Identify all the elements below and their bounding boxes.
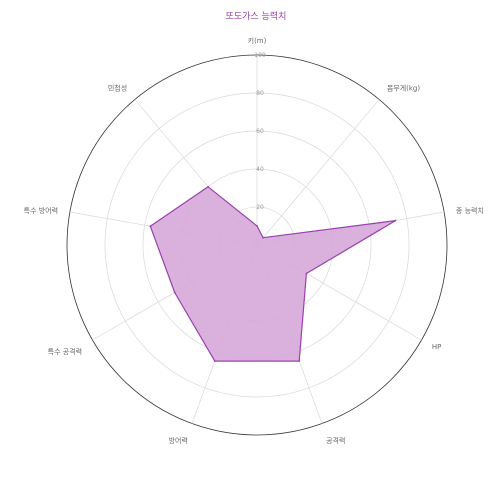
- series-0-point-1: [262, 236, 265, 239]
- axis-label-5: 방어력: [169, 436, 188, 445]
- series-0-point-5: [213, 360, 216, 362]
- series-0-point-2: [394, 219, 397, 222]
- tick-label-60: 60: [256, 128, 264, 135]
- chart-title: 또도가스 능력치: [226, 10, 287, 22]
- axis-label-7: 특수 방어력: [24, 206, 58, 215]
- series-0-point-6: [173, 291, 176, 294]
- axis-label-8: 민첩성: [108, 83, 127, 92]
- series-0-point-0: [256, 225, 258, 227]
- tick-label-80: 80: [256, 90, 264, 97]
- radial-tick-labels: 20 40 60 80 100: [254, 52, 266, 211]
- axis-label-6: 특수 공격력: [48, 348, 82, 356]
- tick-label-40: 40: [256, 166, 264, 173]
- axis-label-2: 종 능력치: [456, 206, 484, 215]
- axis-label-0: 키(m): [248, 36, 267, 45]
- series-0-point-3: [305, 272, 308, 275]
- series-0-point-8: [207, 185, 210, 188]
- series-0-point-7: [149, 225, 152, 228]
- series-0-area: [149, 186, 397, 362]
- axis-labels: 키(m) 몸무게(kg) 종 능력치 HP 공격력 방어력 특수 공격력 특수 방어력 민첩성: [24, 36, 484, 445]
- axis-label-3: HP: [432, 343, 442, 351]
- tick-label-20: 20: [256, 204, 264, 211]
- series-layer: [149, 185, 397, 362]
- axis-label-1: 몸무게(kg): [387, 83, 421, 92]
- axis-label-4: 공격력: [326, 437, 345, 445]
- tick-label-100: 100: [254, 52, 266, 59]
- series-0-point-4: [298, 360, 301, 362]
- spoke-1: [256, 99, 380, 246]
